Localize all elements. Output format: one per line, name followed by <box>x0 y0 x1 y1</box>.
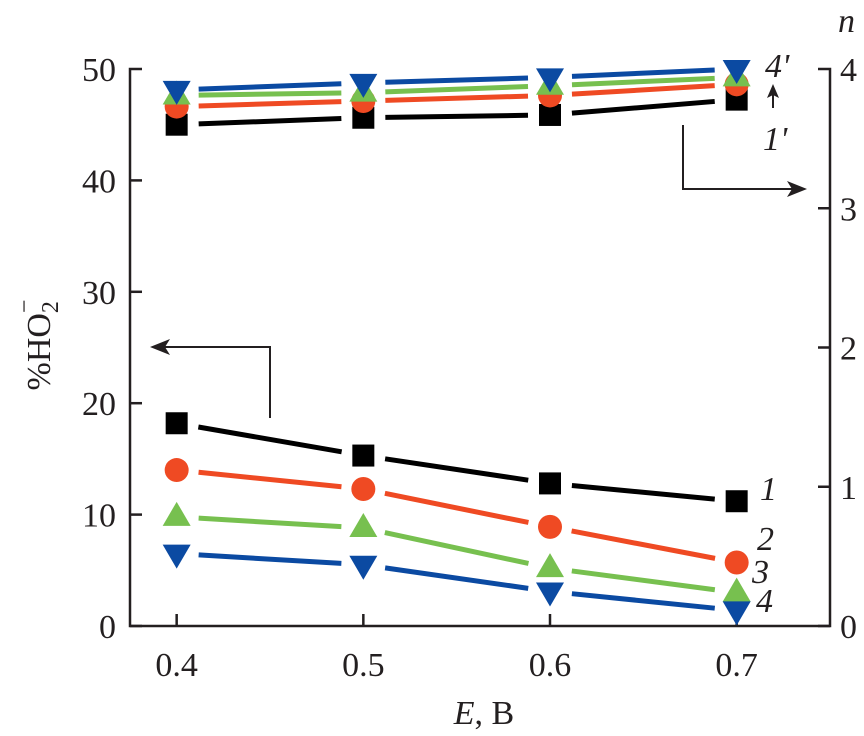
y2-tick-label: 4 <box>840 52 857 89</box>
series-line-segment <box>571 591 716 611</box>
series-line-segment <box>197 424 343 455</box>
series-2: 2 <box>164 458 774 575</box>
marker-triangle-down <box>349 555 378 580</box>
series-line-segment <box>571 528 716 561</box>
series-1: 1 <box>165 412 777 513</box>
series-4: 4 <box>162 544 773 626</box>
series-line-segment <box>571 568 716 593</box>
y-tick-label: 50 <box>82 52 116 89</box>
marker-square <box>539 472 561 495</box>
series-line-segment <box>385 84 529 95</box>
curve-label: 1 <box>760 471 777 508</box>
marker-circle <box>724 550 749 575</box>
marker-triangle-down <box>162 80 191 105</box>
marker-square <box>165 412 188 435</box>
arrow-right-head <box>787 181 807 197</box>
marker-circle <box>164 458 189 483</box>
y-tick-label: 40 <box>82 163 116 200</box>
marker-square <box>725 490 748 513</box>
marker-square <box>352 106 375 129</box>
curve-label: 4 <box>756 583 773 620</box>
series-line-segment <box>571 98 715 116</box>
annotations <box>150 84 807 418</box>
series-line-segment <box>198 116 342 127</box>
series-line-segment <box>384 456 529 483</box>
series-line-segment <box>384 565 529 591</box>
marker-triangle-up <box>536 553 564 578</box>
y-tick-label: 20 <box>82 386 116 423</box>
arrow-left-line <box>165 346 271 418</box>
series-line-segment <box>385 93 529 103</box>
marker-triangle-down <box>722 60 751 84</box>
marker-circle <box>538 514 562 539</box>
marker-square <box>165 113 188 136</box>
curve-label: 1' <box>763 121 788 158</box>
series-line-segment <box>198 469 342 490</box>
series-line-segment <box>571 75 715 88</box>
series-3: 3 <box>162 501 769 602</box>
marker-circle <box>351 476 376 501</box>
x-axis-title-var: E <box>453 695 475 732</box>
x-axis-title: E, B <box>453 695 514 732</box>
y-axis-title-sub: 2 <box>38 301 64 313</box>
labels: n E, B %HO2− <box>12 3 855 732</box>
marker-triangle-down <box>722 601 751 626</box>
marker-triangle-down <box>536 68 564 93</box>
x-axis-title-unit: , B <box>475 695 515 732</box>
y-tick-label: 10 <box>82 498 116 535</box>
series-line-segment <box>198 90 342 98</box>
series-line-segment <box>198 552 342 566</box>
y2-tick-label: 0 <box>840 609 857 646</box>
marker-triangle-down <box>536 582 564 607</box>
marker-triangle-down <box>349 73 378 98</box>
svg-text:%HO2−: %HO2− <box>12 300 64 391</box>
marker-triangle-up <box>349 512 378 537</box>
marker-triangle-down <box>162 544 191 569</box>
y-tick-label: 0 <box>99 609 116 646</box>
y2-tick-label: 2 <box>840 331 857 368</box>
y-axis-title: %HO2− <box>12 300 64 391</box>
x-tick-label: 0.4 <box>155 647 198 684</box>
series-group: 1 234 1' 4' <box>162 48 790 626</box>
series-4-prime: 4' <box>162 48 790 105</box>
y2-tick-label: 1 <box>840 470 857 507</box>
x-tick-label: 0.6 <box>529 647 572 684</box>
series-line-segment <box>384 530 530 566</box>
y-axis-title-main: %HO <box>21 313 58 390</box>
arrow-up-head <box>767 84 779 98</box>
y-tick-label: 30 <box>82 275 116 312</box>
series-line-segment <box>571 83 715 97</box>
curve-label: 4' <box>765 48 790 85</box>
curve-label: 2 <box>757 521 774 558</box>
series-line-segment <box>384 490 529 525</box>
arrow-right-line <box>682 125 792 190</box>
series-line-segment <box>385 75 529 85</box>
axis-frame <box>128 67 832 628</box>
series-line-segment <box>198 81 342 92</box>
series-line-segment <box>571 483 716 502</box>
marker-triangle-up <box>162 501 191 526</box>
series-line-segment <box>198 515 342 530</box>
series-line-segment <box>571 67 715 79</box>
marker-triangle-up <box>722 577 751 602</box>
arrow-left-head <box>150 339 170 355</box>
y2-tick-label: 3 <box>840 191 857 228</box>
y-axis-title-sup: − <box>12 300 38 314</box>
curve-label: 3 <box>751 554 769 591</box>
marker-square <box>539 103 561 126</box>
series-line-segment <box>385 112 529 120</box>
x-tick-label: 0.5 <box>342 647 385 684</box>
y2-axis-title: n <box>838 3 855 40</box>
marker-square <box>352 444 375 467</box>
series-line-segment <box>198 99 342 109</box>
x-tick-label: 0.7 <box>715 647 758 684</box>
